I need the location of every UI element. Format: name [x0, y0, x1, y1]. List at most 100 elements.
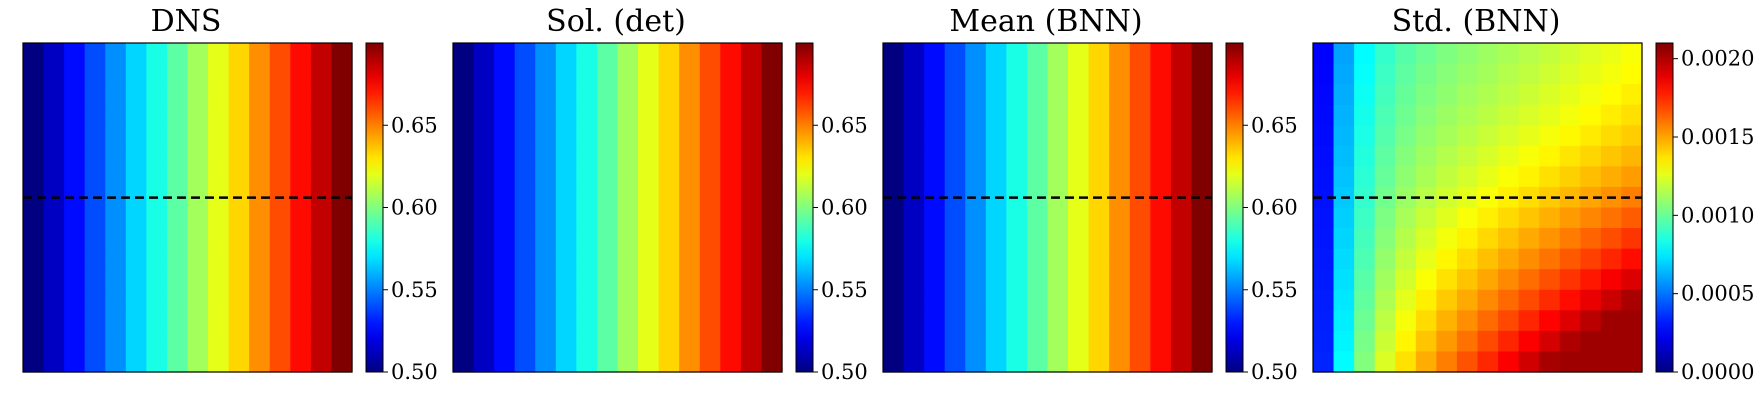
heatmap-cell [1456, 310, 1479, 332]
heatmap-cell [453, 269, 475, 291]
heatmap-cell [1191, 84, 1213, 106]
heatmap-cell [208, 166, 230, 188]
heatmap-cell [453, 289, 475, 311]
heatmap-cell [944, 63, 966, 85]
heatmap-cell [761, 104, 783, 126]
heatmap-cell [187, 289, 209, 311]
heatmap-cell [985, 289, 1007, 311]
heatmap-cell [146, 125, 168, 147]
heatmap-cell [1559, 63, 1581, 85]
heatmap-cell [1109, 269, 1131, 291]
heatmap-cell [105, 289, 127, 311]
heatmap-cell [269, 43, 291, 65]
heatmap-cell [965, 207, 987, 229]
heatmap-cell [596, 84, 619, 106]
heatmap-cell [514, 104, 536, 126]
heatmap-cell [249, 125, 271, 147]
heatmap-cell [1313, 269, 1335, 291]
heatmap-cell [187, 248, 209, 270]
heatmap-cell [187, 145, 209, 167]
heatmap-cell [1456, 84, 1479, 106]
heatmap-cell [84, 104, 106, 126]
heatmap-cell [740, 351, 763, 373]
heatmap-cell [310, 84, 333, 106]
heatmap-cell [331, 104, 353, 126]
heatmap-cell [84, 269, 106, 291]
heatmap-cell [1047, 104, 1069, 126]
heatmap-cell [146, 310, 168, 332]
heatmap-cell [1436, 125, 1458, 147]
heatmap-cell [576, 351, 598, 373]
heatmap-cell [1580, 248, 1602, 270]
heatmap-cell [249, 248, 271, 270]
heatmap-cell [1026, 351, 1049, 373]
heatmap-cell [1395, 228, 1417, 250]
heatmap-cell [1600, 125, 1623, 147]
heatmap-cell [1498, 310, 1520, 332]
heatmap-cell [924, 186, 946, 209]
heatmap-cell [1026, 330, 1049, 353]
heatmap-cell [1477, 166, 1499, 188]
heatmap-cell [1129, 310, 1151, 332]
heatmap-cell [64, 166, 86, 188]
heatmap-cell [1621, 310, 1643, 332]
heatmap-cell [1518, 63, 1540, 85]
heatmap-cell [1047, 145, 1069, 167]
heatmap-cell [1415, 125, 1437, 147]
heatmap-cell [453, 43, 475, 65]
heatmap-cell [1559, 84, 1581, 106]
heatmap-cell [535, 228, 557, 250]
heatmap-cell [1559, 43, 1581, 65]
heatmap-cell [1456, 248, 1479, 270]
heatmap-cell [596, 125, 619, 147]
heatmap-cell [1088, 145, 1110, 167]
heatmap-cell [985, 351, 1007, 373]
heatmap-cell [473, 125, 495, 147]
heatmap-cell [1559, 330, 1581, 353]
heatmap-cell [125, 84, 147, 106]
heatmap-cell [555, 125, 577, 147]
heatmap-cell [1436, 248, 1458, 270]
heatmap-cell [617, 351, 639, 373]
heatmap-cell [1006, 125, 1028, 147]
heatmap-cell [596, 310, 619, 332]
heatmap-cell [1109, 145, 1131, 167]
heatmap-cell [494, 207, 516, 229]
heatmap-cell [453, 166, 475, 188]
heatmap-cell [1068, 269, 1090, 291]
heatmap-cell [576, 125, 598, 147]
heatmap-cell [23, 248, 45, 270]
heatmap-cell [617, 330, 639, 353]
heatmap-cell [1150, 310, 1172, 332]
heatmap-cell [1313, 43, 1335, 65]
heatmap-cell [125, 43, 147, 65]
heatmap-cell [617, 43, 639, 65]
heatmap-cell [105, 310, 127, 332]
heatmap-cell [1088, 228, 1110, 250]
heatmap-cell [638, 289, 660, 311]
heatmap-cell [720, 228, 742, 250]
heatmap-cell [1150, 84, 1172, 106]
heatmap-cell [166, 84, 189, 106]
heatmap-cell [617, 310, 639, 332]
heatmap-cell [453, 351, 475, 373]
heatmap-cell [1170, 351, 1193, 373]
heatmap-cell [1477, 351, 1499, 373]
heatmap-cell [903, 145, 925, 167]
heatmap-cell [1498, 104, 1520, 126]
heatmap-cell [617, 84, 639, 106]
heatmap-cell [1498, 145, 1520, 167]
heatmap-cell [740, 166, 763, 188]
heatmap-cell [1498, 269, 1520, 291]
heatmap-cell [228, 63, 250, 85]
heatmap-cell [1088, 269, 1110, 291]
heatmap-cell [883, 186, 905, 209]
heatmap-cell [1395, 248, 1417, 270]
heatmap-cell [1374, 351, 1396, 373]
heatmap-cell [494, 125, 516, 147]
heatmap-cell [1395, 269, 1417, 291]
heatmap-cell [269, 207, 291, 229]
heatmap-cell [985, 228, 1007, 250]
heatmap-cell [1621, 186, 1643, 209]
heatmap-cell [1333, 125, 1355, 147]
